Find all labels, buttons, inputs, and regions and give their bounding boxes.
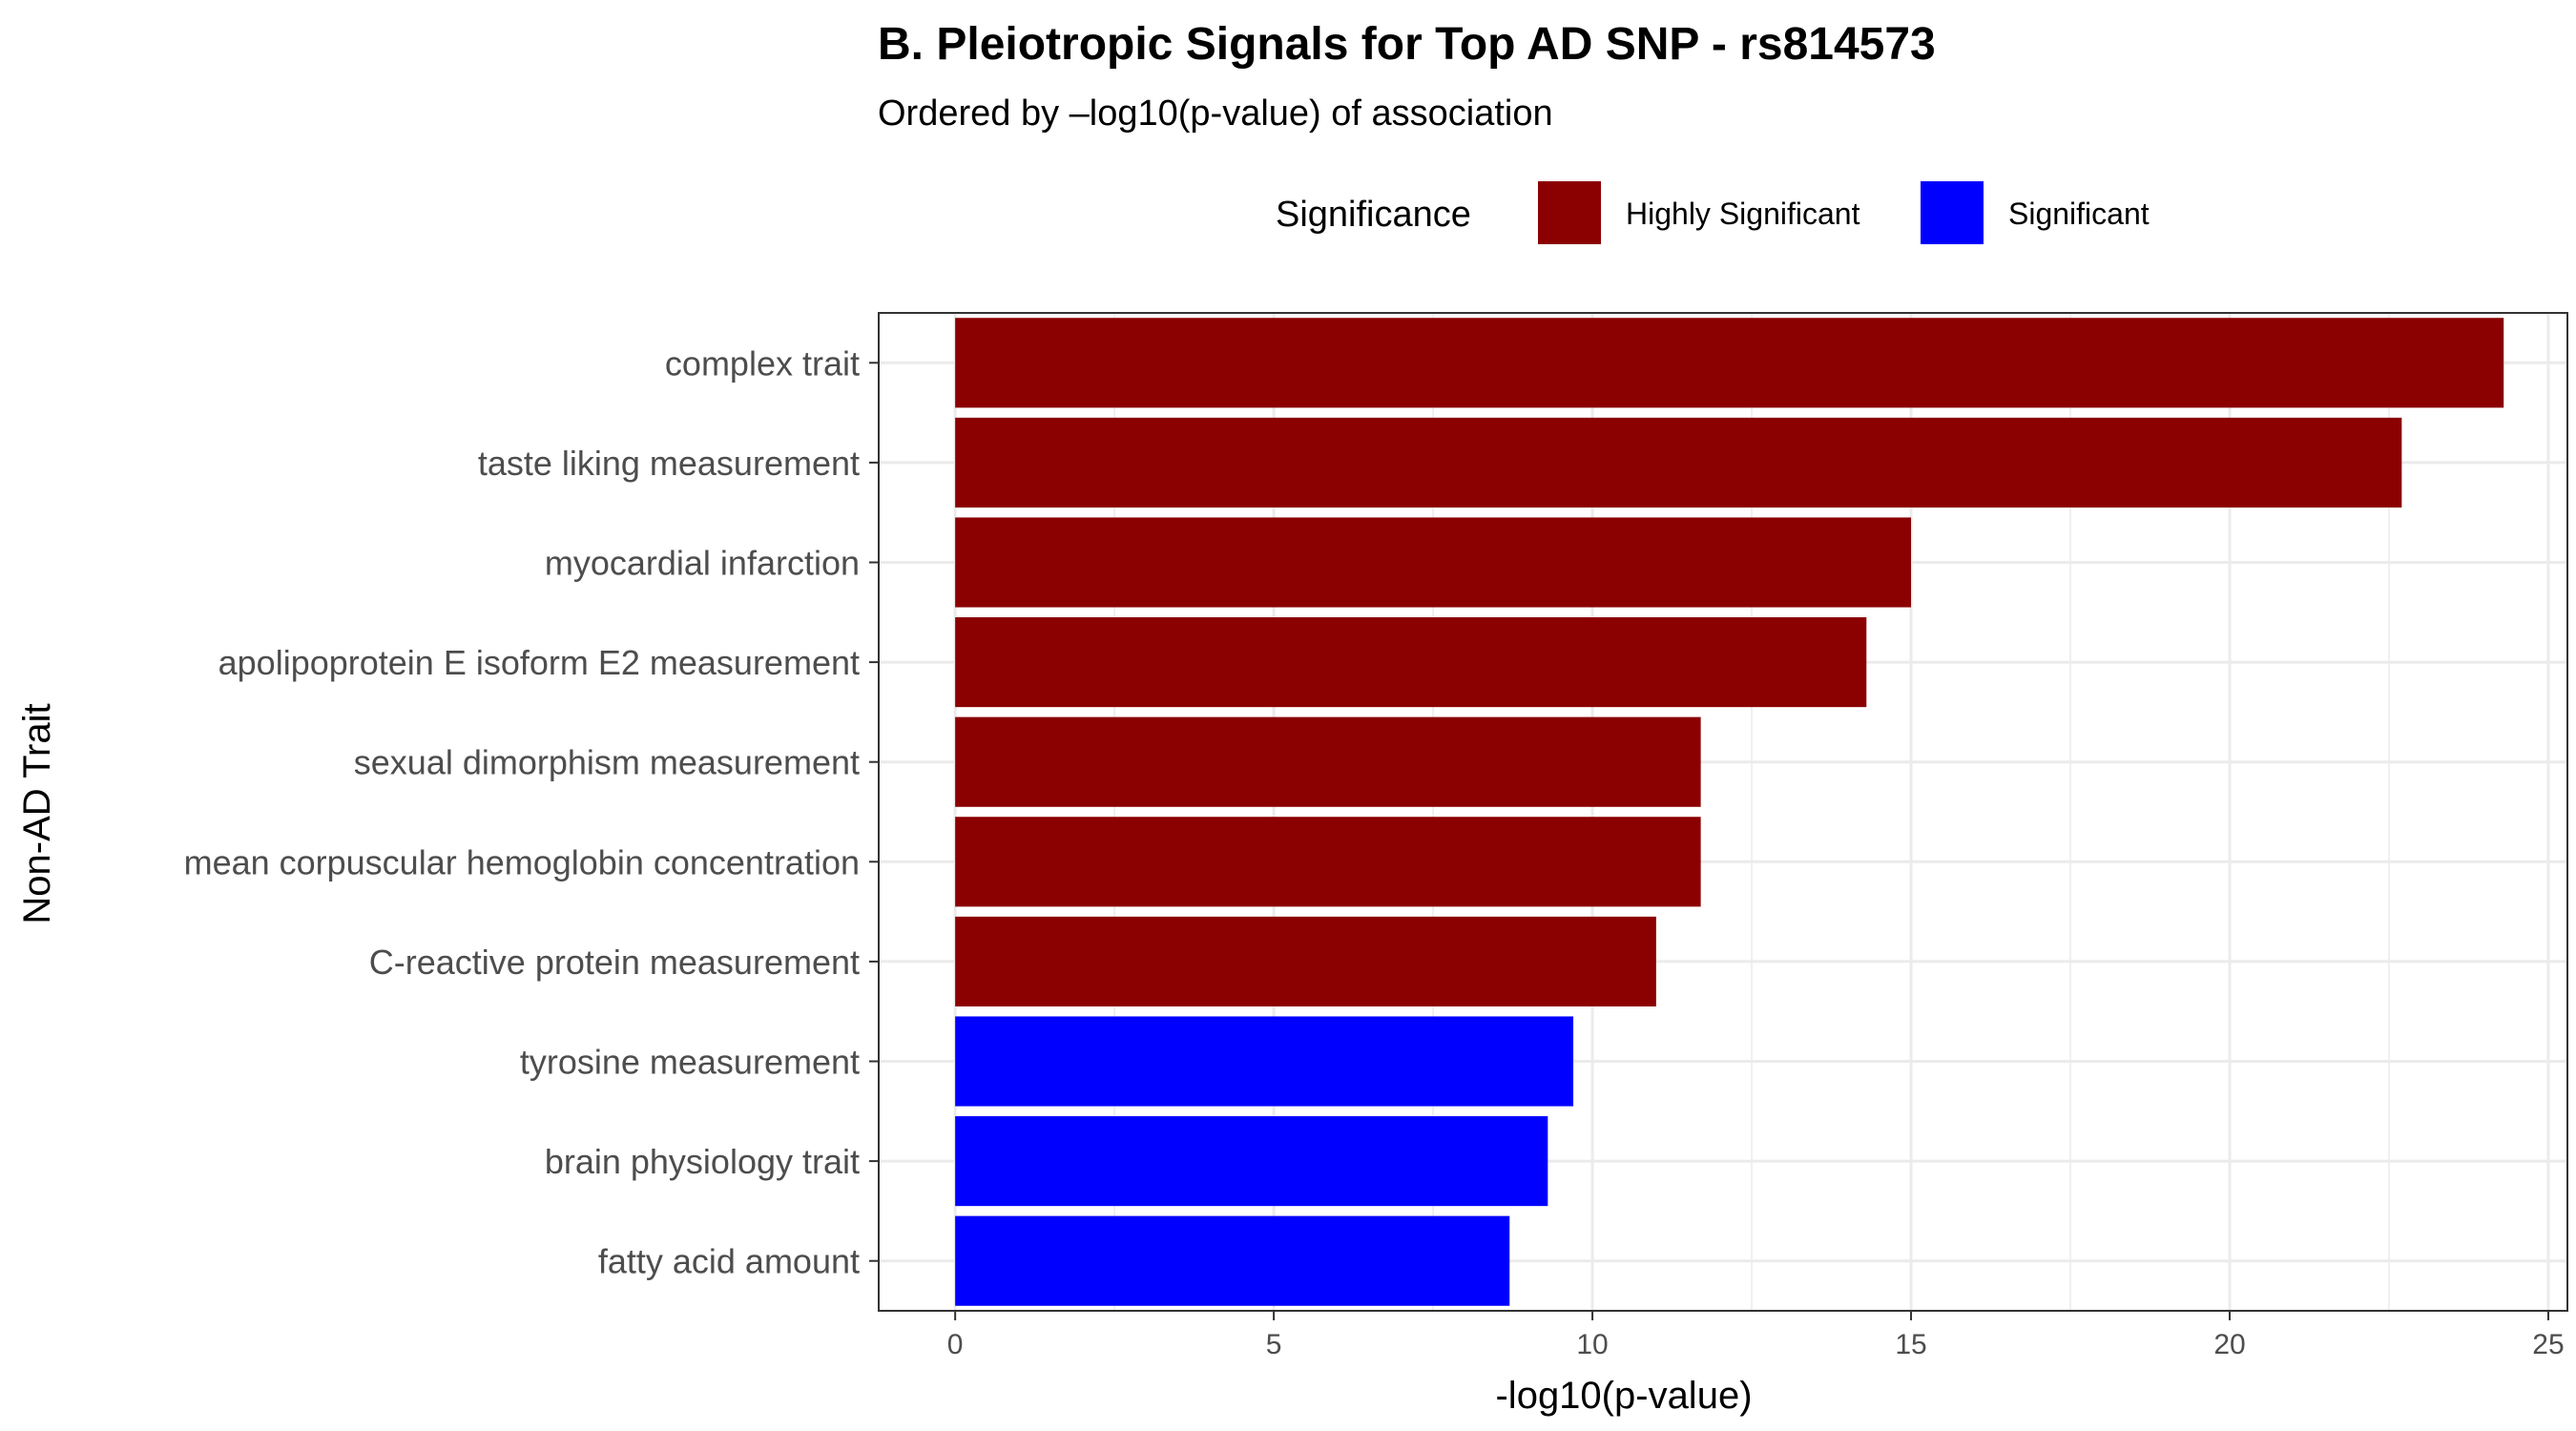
bar — [955, 617, 1867, 708]
bar — [955, 916, 1656, 1006]
x-tick-label: 0 — [947, 1329, 964, 1360]
x-axis: 0 5 10 15 20 25 — [947, 1311, 2565, 1360]
bar — [955, 817, 1701, 907]
x-tick-label: 5 — [1266, 1329, 1282, 1360]
y-tick-label: C-reactive protein measurement — [369, 943, 860, 982]
y-tick-label: taste liking measurement — [478, 444, 860, 483]
y-tick-label: mean corpuscular hemoglobin concentratio… — [184, 842, 860, 881]
bar — [955, 1116, 1548, 1207]
legend-label: Significant — [2008, 197, 2150, 231]
y-axis-label: Non-AD Trait — [16, 703, 58, 923]
y-tick-label: tyrosine measurement — [520, 1043, 860, 1082]
plot-border — [878, 312, 2568, 1312]
chart-title: B. Pleiotropic Signals for Top AD SNP - … — [878, 19, 1936, 70]
bar — [955, 318, 2504, 408]
bar — [955, 716, 1701, 807]
bars — [955, 318, 2504, 1306]
y-tick-label: apolipoprotein E isoform E2 measurement — [218, 643, 860, 682]
y-tick-label: complex trait — [665, 343, 860, 383]
y-axis: complex trait taste liking measurement myo… — [184, 343, 879, 1281]
bar — [955, 1016, 1574, 1107]
bar — [955, 1215, 1510, 1306]
bar — [955, 417, 2402, 508]
y-tick-label: brain physiology trait — [545, 1142, 860, 1181]
legend-title: Significance — [1276, 195, 1471, 235]
chart-subtitle: Ordered by –log10(p-value) of associatio… — [878, 93, 1553, 134]
x-axis-label: -log10(p-value) — [1495, 1375, 1752, 1417]
legend-key — [1538, 181, 1601, 244]
bar — [955, 517, 1912, 608]
y-tick-label: fatty acid amount — [598, 1242, 860, 1281]
y-tick-label: myocardial infarction — [545, 544, 860, 583]
legend-label: Highly Significant — [1626, 197, 1860, 231]
y-tick-label: sexual dimorphism measurement — [354, 743, 860, 782]
x-tick-label: 10 — [1576, 1329, 1608, 1360]
x-tick-label: 25 — [2532, 1329, 2564, 1360]
x-tick-label: 20 — [2213, 1329, 2245, 1360]
plot-area: complex trait taste liking measurement myo… — [184, 312, 2568, 1360]
legend: Significance Highly Significant Significa… — [1276, 181, 2150, 244]
legend-key — [1921, 181, 1984, 244]
x-tick-label: 15 — [1895, 1329, 1926, 1360]
